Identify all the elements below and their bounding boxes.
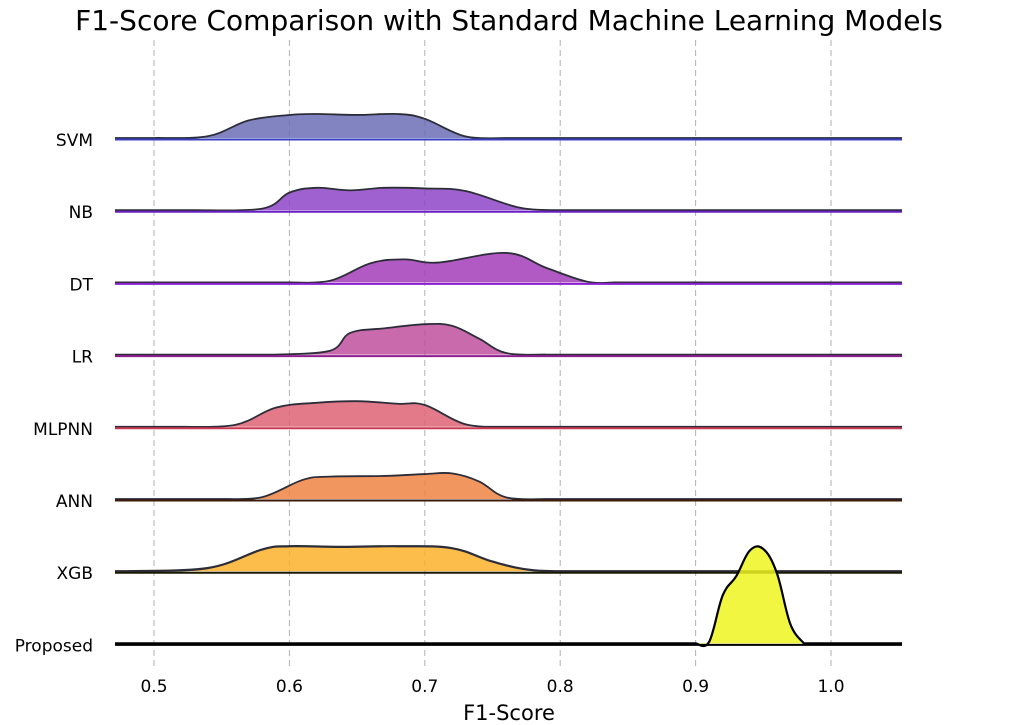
ridges bbox=[115, 112, 902, 648]
x-tick-label: 0.5 bbox=[140, 677, 167, 697]
x-tick-label: 0.9 bbox=[682, 677, 709, 697]
x-tick-label: 1.0 bbox=[817, 677, 844, 697]
ridge-area bbox=[181, 401, 507, 428]
category-label: SVM bbox=[56, 131, 93, 151]
category-label: LR bbox=[72, 348, 93, 368]
ridge-outline bbox=[115, 545, 902, 648]
ridge-outline bbox=[115, 471, 902, 501]
ridge-outline bbox=[115, 545, 902, 573]
ridge-area bbox=[221, 472, 547, 500]
ridge-outline bbox=[115, 252, 902, 284]
category-label: ANN bbox=[56, 492, 93, 512]
ridge-dt bbox=[115, 252, 902, 285]
ridge-outline bbox=[115, 186, 902, 212]
ridge-ann bbox=[115, 471, 902, 502]
ridge-area bbox=[695, 546, 804, 647]
ridge-area bbox=[126, 546, 588, 572]
ridge-mlpnn bbox=[115, 400, 902, 430]
x-tick-label: 0.8 bbox=[547, 677, 574, 697]
chart-title: F1-Score Comparison with Standard Machin… bbox=[75, 4, 943, 37]
ridge-svm bbox=[115, 112, 902, 141]
ridge-area bbox=[154, 113, 507, 139]
category-label: Proposed bbox=[15, 636, 93, 656]
ridge-nb bbox=[115, 186, 902, 213]
x-axis-label: F1-Score bbox=[463, 701, 555, 725]
ridge-area bbox=[275, 323, 547, 355]
ridge-proposed bbox=[115, 545, 902, 648]
ridge-area bbox=[194, 187, 561, 211]
x-tick-label: 0.7 bbox=[411, 677, 438, 697]
x-tick-label: 0.6 bbox=[276, 677, 303, 697]
category-label: MLPNN bbox=[33, 420, 93, 440]
ridge-area bbox=[289, 252, 615, 284]
ridge-outline bbox=[115, 112, 902, 140]
category-label: XGB bbox=[57, 564, 93, 584]
ridge-lr bbox=[115, 322, 902, 358]
x-axis-ticks: 0.5 0.6 0.7 0.8 0.9 1.0 bbox=[140, 677, 844, 697]
ridge-outline bbox=[115, 400, 902, 428]
category-label: DT bbox=[70, 275, 94, 295]
ridge-outline bbox=[115, 322, 902, 356]
category-labels: SVM NB DT LR MLPNN ANN XGB Proposed bbox=[15, 131, 94, 656]
ridge-xgb bbox=[115, 545, 902, 574]
category-label: NB bbox=[69, 203, 93, 223]
